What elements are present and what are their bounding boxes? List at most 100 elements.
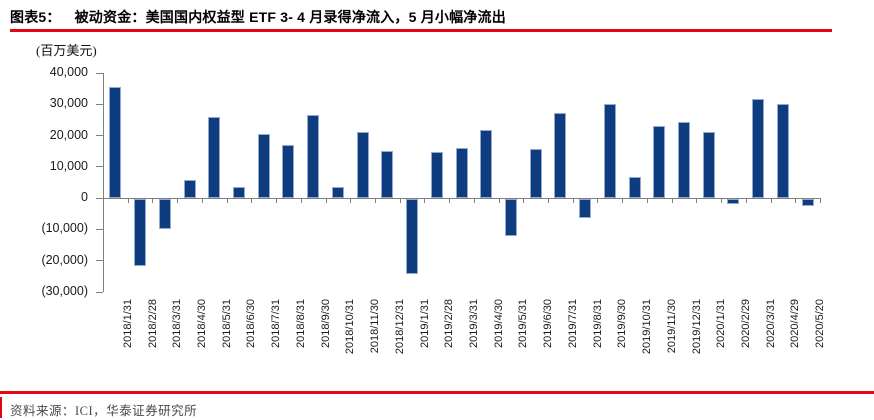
x-axis-tick xyxy=(226,199,228,203)
x-axis-category-label: 2019/11/30 xyxy=(665,299,678,354)
x-axis-category-label: 2019/8/31 xyxy=(591,299,604,348)
x-axis-tick xyxy=(424,199,426,203)
x-axis-tick xyxy=(177,199,179,203)
footer-divider-rule xyxy=(0,391,874,394)
bar xyxy=(307,114,320,199)
bar xyxy=(554,113,567,199)
x-axis-category-label: 2019/1/31 xyxy=(418,299,431,348)
x-axis-tick xyxy=(721,199,723,203)
x-axis-tick xyxy=(201,199,203,203)
chart-title-text: 被动资金：美国国内权益型 ETF 3- 4 月录得净流入，5 月小幅净流出 xyxy=(74,9,506,25)
bar xyxy=(158,199,171,229)
bar xyxy=(282,144,295,199)
x-axis-category-label: 2018/4/30 xyxy=(196,299,209,348)
x-axis-category-label: 2020/2/29 xyxy=(739,299,752,348)
x-axis-tick xyxy=(770,199,772,203)
bar xyxy=(628,176,641,199)
bar xyxy=(653,126,666,199)
title-divider-rule xyxy=(10,29,832,32)
x-axis-tick xyxy=(646,199,648,203)
x-axis-category-label: 2018/11/30 xyxy=(369,299,382,354)
x-axis-tick xyxy=(251,199,253,203)
x-axis-category-label: 2019/3/31 xyxy=(468,299,480,348)
x-axis-category-label: 2019/2/28 xyxy=(443,299,456,348)
x-axis-tick xyxy=(597,199,599,203)
x-axis-category-label: 2018/9/30 xyxy=(319,299,332,348)
x-axis-tick xyxy=(350,199,352,203)
x-axis-category-label: 2019/12/31 xyxy=(690,299,703,355)
x-axis-tick xyxy=(449,199,451,203)
x-axis-tick xyxy=(795,199,797,203)
bar xyxy=(331,187,344,199)
x-axis-tick xyxy=(696,199,698,203)
y-axis-line xyxy=(103,73,104,292)
x-axis-tick xyxy=(572,199,574,203)
x-axis-tick xyxy=(523,199,525,203)
bar xyxy=(529,148,542,199)
y-axis-tick xyxy=(96,72,103,74)
x-axis-category-label: 2019/9/30 xyxy=(616,299,629,348)
x-axis-tick xyxy=(374,199,376,203)
bar xyxy=(134,199,147,267)
bar xyxy=(232,187,245,199)
y-axis-tick-label: (20,000) xyxy=(41,252,88,267)
y-axis-tick-label: 40,000 xyxy=(49,65,88,79)
bar xyxy=(109,86,122,199)
x-axis-tick xyxy=(276,199,278,203)
y-axis-tick xyxy=(96,197,103,199)
bar xyxy=(257,134,270,199)
x-axis-category-label: 2018/5/31 xyxy=(220,299,233,348)
bar xyxy=(381,150,394,199)
x-axis-tick xyxy=(745,199,747,203)
y-axis-tick-label: 0 xyxy=(81,190,88,205)
x-axis-tick xyxy=(152,199,154,203)
chart-title-prefix: 图表5： xyxy=(10,9,61,25)
bar xyxy=(406,199,419,275)
y-axis-unit-label: (百万美元) xyxy=(36,43,97,58)
bar xyxy=(430,151,443,199)
x-axis-category-label: 2020/5/20 xyxy=(814,299,827,348)
x-axis-category-label: 2020/4/29 xyxy=(789,299,802,348)
x-axis-tick xyxy=(498,199,500,203)
x-axis-category-label: 2018/1/31 xyxy=(121,299,134,348)
x-axis-tick xyxy=(103,199,104,203)
x-axis-zero-line xyxy=(103,198,821,199)
x-axis-category-label: 2018/3/31 xyxy=(171,299,184,348)
y-axis-tick-label: (30,000) xyxy=(41,284,88,298)
bar xyxy=(603,104,616,199)
x-axis-tick xyxy=(399,199,401,203)
bar xyxy=(208,116,221,199)
y-axis-tick xyxy=(96,228,103,230)
bar xyxy=(702,132,715,199)
y-axis-tick xyxy=(96,103,103,105)
bar xyxy=(678,122,691,199)
bar xyxy=(579,199,592,219)
bar xyxy=(480,129,493,199)
source-text: 资料来源：ICI，华泰证券研究所 xyxy=(10,404,198,418)
bar xyxy=(455,147,468,199)
x-axis-category-label: 2019/4/30 xyxy=(492,299,505,348)
x-axis-tick xyxy=(473,199,475,203)
x-axis-category-label: 2020/1/31 xyxy=(715,299,728,348)
y-axis-tick-label: 30,000 xyxy=(49,96,88,111)
x-axis-tick xyxy=(820,199,821,203)
x-axis-category-label: 2018/7/31 xyxy=(270,299,283,348)
y-axis-tick xyxy=(96,260,103,262)
x-axis-category-label: 2018/10/31 xyxy=(344,299,357,355)
bar xyxy=(504,199,517,237)
x-axis-tick xyxy=(671,199,673,203)
bar xyxy=(776,103,789,199)
bar xyxy=(801,199,814,207)
x-axis-category-label: 2018/8/31 xyxy=(294,299,307,348)
x-axis-tick xyxy=(548,199,550,203)
bar xyxy=(356,131,369,199)
y-axis-tick xyxy=(96,135,103,137)
plot-area: 40,000 30,000 20,000 10,000 0 (10,000) (20,000… xyxy=(41,65,827,355)
x-axis-category-label: 2019/6/30 xyxy=(542,299,555,348)
y-axis-tick-label: 10,000 xyxy=(49,158,88,173)
bar xyxy=(752,99,765,199)
x-axis-category-label: 2020/3/31 xyxy=(764,299,777,348)
x-axis-category-label: 2019/7/31 xyxy=(566,299,579,348)
x-axis-tick xyxy=(300,199,302,203)
page-edge-mark xyxy=(0,397,2,418)
